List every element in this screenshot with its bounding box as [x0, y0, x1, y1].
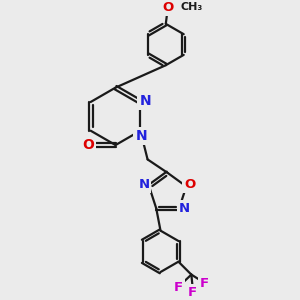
- Text: F: F: [200, 277, 209, 290]
- Text: F: F: [174, 281, 183, 294]
- Text: N: N: [140, 94, 151, 107]
- Text: O: O: [184, 178, 195, 190]
- Text: O: O: [82, 138, 94, 152]
- Text: F: F: [188, 286, 197, 299]
- Text: N: N: [179, 202, 190, 215]
- Text: O: O: [162, 1, 173, 14]
- Text: N: N: [138, 178, 149, 191]
- Text: CH₃: CH₃: [180, 2, 202, 12]
- Text: N: N: [136, 129, 147, 143]
